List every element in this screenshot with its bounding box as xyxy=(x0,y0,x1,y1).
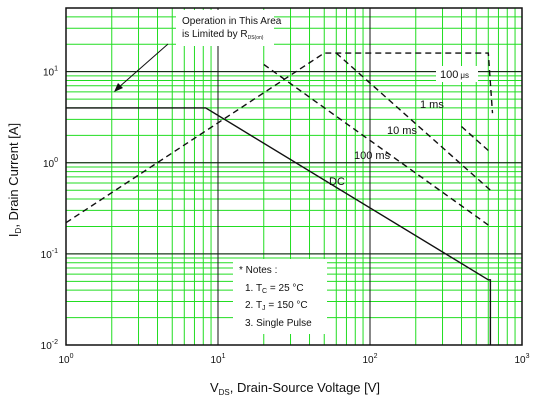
arrow-head xyxy=(114,83,123,92)
curve-10-ms xyxy=(335,52,491,191)
curve-100-ms xyxy=(263,63,491,228)
tick-labels: 100 101 102 103 10-2 10-1 100 101 xyxy=(41,66,530,366)
annotations: Operation in This Area is Limited by RDS… xyxy=(114,10,478,334)
y-tick-label: 10-2 xyxy=(41,339,58,352)
curve-dc xyxy=(66,107,492,345)
label-1ms: 1 ms xyxy=(420,99,444,111)
curves xyxy=(65,52,494,345)
label-100ms: 100 ms xyxy=(354,150,391,162)
y-tick-label: 10-1 xyxy=(41,248,58,261)
label-dc: DC xyxy=(329,176,345,188)
y-axis-label: ID, Drain Current [A] xyxy=(6,123,23,237)
note-single-pulse: 3. Single Pulse xyxy=(245,318,312,329)
y-tick-label: 101 xyxy=(43,66,58,79)
note-tj: 2. TJ = 150 °C xyxy=(245,300,308,312)
plot-frame xyxy=(65,7,523,346)
label-100us: 100 μs xyxy=(440,69,469,81)
notes-title: * Notes : xyxy=(239,265,277,276)
label-bg-100us xyxy=(436,66,478,82)
note-tc: 1. TC = 25 °C xyxy=(245,283,304,295)
region-note-line2: is Limited by RDS(on) xyxy=(182,29,264,41)
label-10ms: 10 ms xyxy=(387,125,417,137)
x-tick-label: 101 xyxy=(210,353,225,366)
curve-100-s xyxy=(65,52,494,224)
x-tick-label: 100 xyxy=(58,353,73,366)
region-note-arrow xyxy=(117,43,169,89)
curve-1-ms xyxy=(461,125,491,153)
notes-box xyxy=(233,259,327,334)
region-note-box xyxy=(176,10,274,46)
x-tick-label: 102 xyxy=(362,353,377,366)
x-tick-label: 103 xyxy=(514,353,529,366)
region-note-line1: Operation in This Area xyxy=(182,16,282,27)
y-tick-label: 100 xyxy=(43,157,58,170)
x-axis-label: VDS, Drain-Source Voltage [V] xyxy=(210,380,380,397)
